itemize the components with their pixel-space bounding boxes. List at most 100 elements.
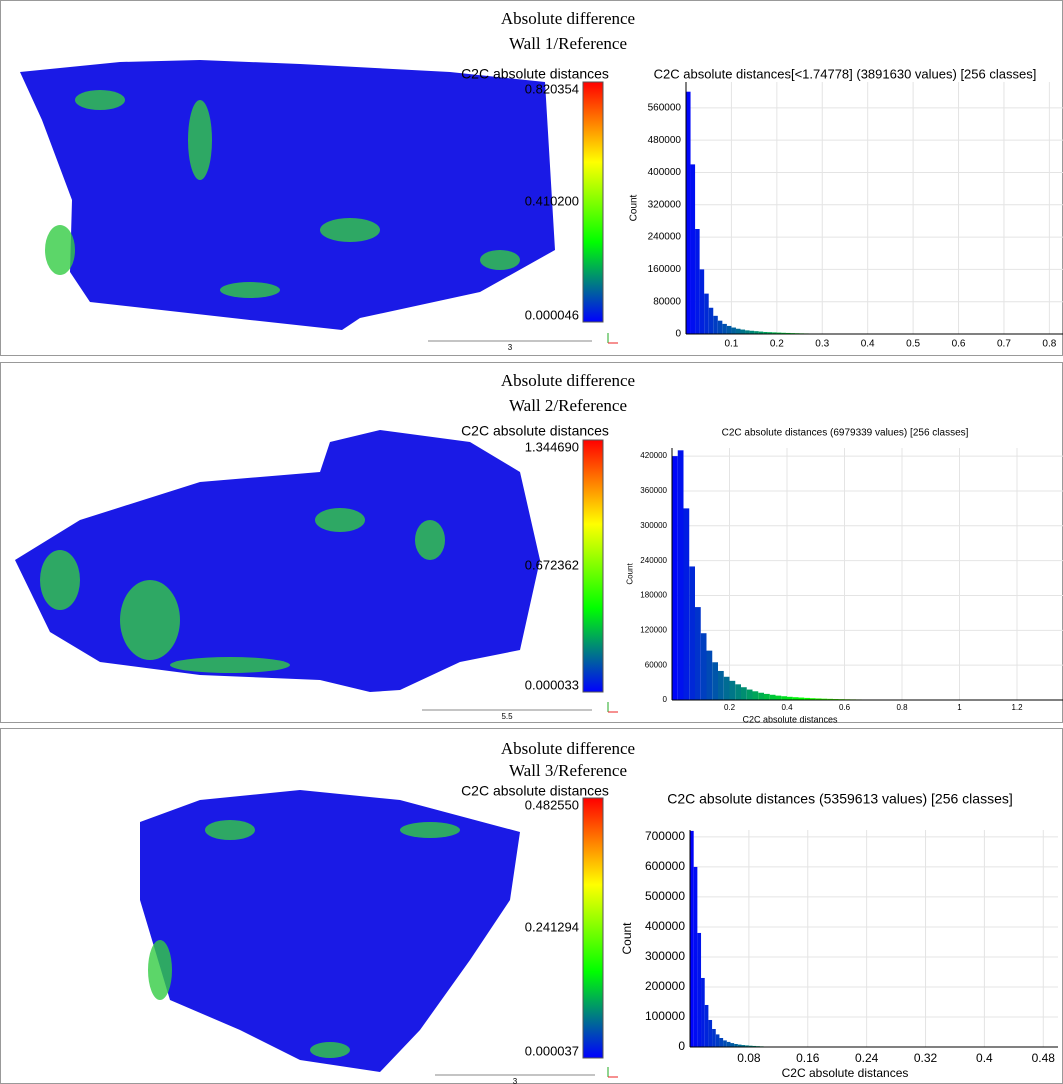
point-cloud-patch [310, 1042, 350, 1058]
panel-heading: Absolute difference [501, 371, 635, 390]
bar [719, 1037, 724, 1047]
bar [693, 866, 698, 1047]
bar [695, 229, 700, 334]
bar [798, 697, 805, 700]
colorbar-title: C2C absolute distances [461, 66, 609, 82]
x-tick-label: 0.8 [1042, 339, 1056, 350]
colorbar-tick-label: 0.241294 [525, 919, 579, 934]
x-tick-label: 0.1 [724, 339, 738, 350]
x-tick-label: 0.7 [997, 339, 1011, 350]
x-tick-label: 0.32 [914, 1051, 938, 1065]
panel-heading: Absolute difference [501, 9, 635, 28]
y-tick-label: 500000 [645, 889, 685, 903]
bar [683, 508, 690, 700]
bar [713, 315, 718, 334]
panel-heading: Wall 2/Reference [509, 396, 627, 415]
bar [792, 697, 799, 700]
bar [741, 687, 747, 700]
bar [701, 977, 705, 1047]
bar [775, 695, 782, 700]
x-tick-label: 1 [957, 703, 962, 712]
y-tick-label: 560000 [648, 102, 682, 113]
x-tick-label: 0.08 [737, 1051, 761, 1065]
x-tick-label: 0.2 [770, 339, 784, 350]
x-tick-label: 0.16 [796, 1051, 820, 1065]
bar [717, 320, 723, 334]
bar [695, 607, 701, 700]
bar [723, 676, 730, 700]
y-tick-label: 300000 [640, 521, 667, 530]
point-cloud-patch [480, 250, 520, 270]
bar [764, 693, 770, 700]
bar [726, 325, 732, 334]
colorbar-title: C2C absolute distances [461, 423, 609, 439]
y-tick-label: 0 [675, 329, 681, 340]
bar [776, 332, 782, 334]
bar [730, 1043, 735, 1047]
bar [772, 332, 777, 334]
point-cloud [20, 60, 555, 330]
panel-heading: Wall 1/Reference [509, 34, 627, 53]
bar [690, 830, 694, 1047]
colorbar-tick-label: 0.000033 [525, 677, 579, 692]
y-tick-label: 400000 [645, 919, 685, 933]
colorbar-title: C2C absolute distances [461, 783, 609, 799]
y-tick-label: 0 [663, 695, 668, 704]
bar [735, 684, 741, 700]
bar [704, 1004, 709, 1047]
y-axis-label: Count [626, 563, 635, 585]
y-tick-label: 300000 [645, 949, 685, 963]
panel-heading: Absolute difference [501, 739, 635, 758]
y-tick-label: 100000 [645, 1009, 685, 1023]
colorbar [582, 439, 604, 693]
x-tick-label: 0.6 [952, 339, 966, 350]
bar [787, 696, 793, 700]
x-tick-label: 0.4 [781, 703, 793, 712]
bar [706, 650, 713, 700]
colorbar-tick-label: 0.820354 [525, 81, 579, 96]
point-cloud-patch [415, 520, 445, 560]
bar [745, 1045, 749, 1047]
bar [726, 1041, 731, 1047]
bar [749, 330, 755, 334]
y-tick-label: 400000 [648, 167, 682, 178]
bar [781, 696, 787, 700]
bar [708, 1019, 713, 1047]
x-tick-label: 0.4 [976, 1051, 993, 1065]
bar [697, 932, 702, 1047]
bar [754, 331, 759, 334]
bar [827, 698, 833, 700]
bar [734, 1043, 738, 1047]
bar [752, 1045, 757, 1047]
x-tick-label: 0.48 [1032, 1051, 1056, 1065]
x-tick-label: 0.2 [724, 703, 736, 712]
chart-title: C2C absolute distances (5359613 values) … [667, 791, 1013, 807]
x-tick-label: 0.4 [861, 339, 875, 350]
bar [729, 680, 736, 700]
point-cloud-patch [205, 820, 255, 840]
point-cloud-patch [400, 822, 460, 838]
bar [723, 1040, 727, 1047]
bar [677, 450, 684, 700]
bar [686, 91, 691, 334]
bar [769, 694, 776, 700]
bar [737, 1044, 742, 1047]
colorbar-tick-label: 0.000037 [525, 1043, 579, 1058]
y-axis-label: Count [620, 922, 634, 955]
bar [752, 691, 759, 700]
y-tick-label: 200000 [645, 979, 685, 993]
y-tick-label: 360000 [640, 486, 667, 495]
point-cloud-patch [315, 508, 365, 532]
bar [708, 307, 714, 334]
bar [735, 328, 741, 334]
point-cloud-patch [45, 225, 75, 275]
bar [699, 269, 705, 334]
bar [745, 330, 750, 334]
colorbar [582, 797, 604, 1059]
point-cloud-patch [120, 580, 180, 660]
bar [815, 698, 822, 700]
x-axis-label: C2C absolute distances [742, 714, 838, 724]
bar [704, 293, 709, 334]
colorbar-tick-label: 0.672362 [525, 557, 579, 572]
